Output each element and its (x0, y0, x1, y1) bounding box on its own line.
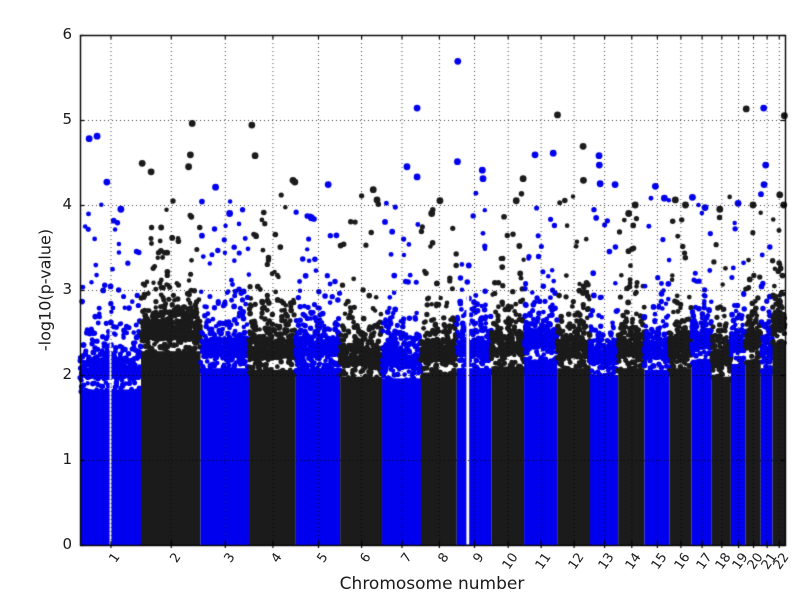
y-tick-label: 4 (62, 195, 72, 213)
y-tick-label: 2 (62, 365, 72, 383)
y-tick-label: 3 (62, 280, 72, 298)
x-axis-label: Chromosome number (339, 574, 525, 594)
y-tick-label: 5 (62, 110, 72, 128)
y-tick-label: 6 (62, 25, 72, 43)
y-tick-label: 1 (62, 450, 72, 468)
y-tick-label: 0 (62, 535, 72, 553)
